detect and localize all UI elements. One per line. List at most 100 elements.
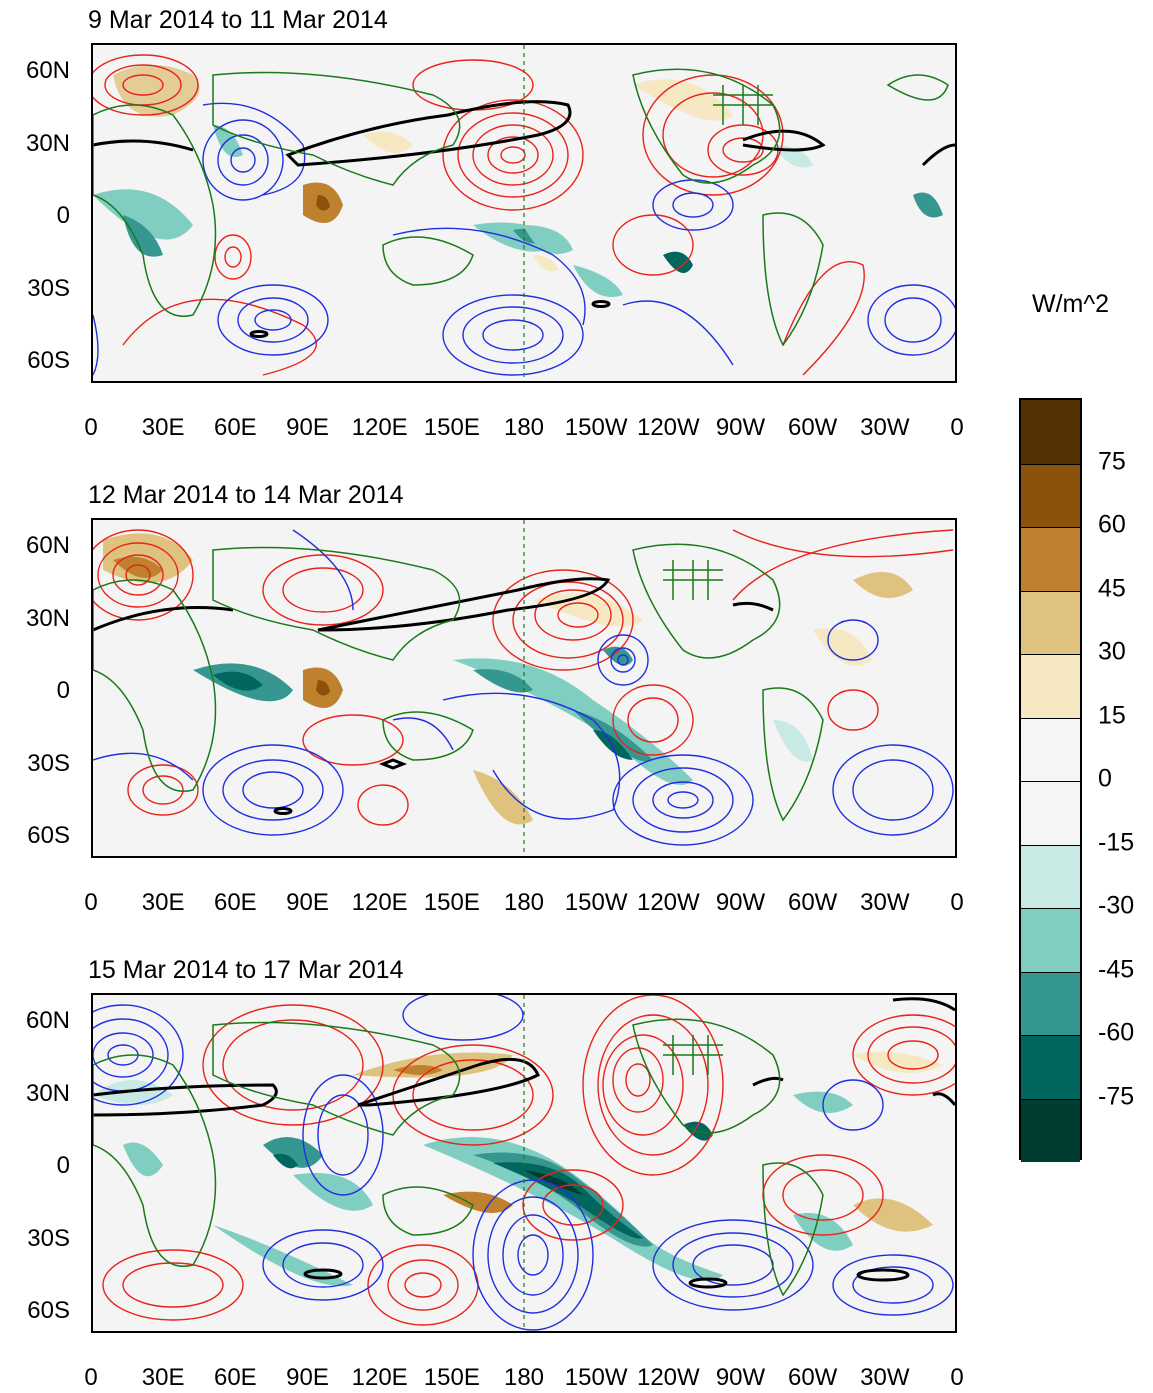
coastlines [93, 68, 949, 347]
colorbar-label: 75 [1098, 447, 1126, 475]
colorbar-swatch [1021, 527, 1080, 591]
lon-label: 0 [84, 1364, 98, 1391]
olr-anomaly-shading [103, 533, 913, 825]
lon-label: 30W [860, 889, 910, 916]
lon-label: 90W [715, 414, 766, 441]
lat-label: 60N [25, 1007, 70, 1034]
panel-title: 15 Mar 2014 to 17 Mar 2014 [88, 956, 404, 984]
colorbar-label: 30 [1098, 637, 1126, 666]
map-plot-area [91, 993, 957, 1333]
lon-label: 30E [141, 1364, 185, 1391]
lon-label: 60W [787, 1364, 838, 1391]
colorbar-swatch [1021, 654, 1080, 718]
colorbar-label: -30 [1098, 891, 1135, 920]
negative-contours [93, 529, 954, 846]
lon-label: 90W [715, 1364, 766, 1391]
lon-label: 180 [503, 889, 545, 916]
lat-label: 60S [27, 822, 70, 849]
lon-label: 0 [950, 889, 964, 916]
lon-label: 30W [860, 1364, 910, 1391]
colorbar-swatch [1021, 400, 1080, 464]
lon-label: 90E [286, 414, 329, 441]
lon-label: 0 [950, 1364, 964, 1391]
positive-contours [93, 529, 954, 826]
colorbar-swatch [1021, 1098, 1080, 1162]
lon-label: 60E [213, 414, 257, 441]
lon-label: 60E [213, 1364, 257, 1391]
map-graphic [93, 520, 954, 856]
lon-label: 60W [787, 889, 838, 916]
lon-label: 0 [950, 414, 964, 441]
lat-label: 30S [27, 1225, 70, 1252]
lat-label: 30N [25, 605, 70, 632]
colorbar-swatch [1021, 590, 1080, 654]
lat-label: 0 [56, 202, 70, 229]
lon-label: 150W [564, 414, 628, 441]
colorbar-swatch [1021, 844, 1080, 908]
positive-contours [93, 54, 865, 376]
lon-label: 150W [564, 1364, 628, 1391]
lat-label: 30S [27, 275, 70, 302]
lon-label: 0 [84, 889, 98, 916]
colorbar-swatch [1021, 1035, 1080, 1099]
lat-label: 30N [25, 130, 70, 157]
lat-label: 60S [27, 1297, 70, 1324]
coastlines [93, 543, 824, 822]
map-plot-area [91, 43, 957, 383]
map-graphic [93, 45, 955, 381]
colorbar-label: 0 [1098, 764, 1112, 793]
olr-anomaly-shading [93, 65, 943, 297]
lat-label: 30N [25, 1080, 70, 1107]
lon-label: 30E [141, 889, 185, 916]
lon-label: 120W [636, 414, 700, 441]
lon-label: 150E [423, 1364, 480, 1391]
colorbar-swatch [1021, 908, 1080, 972]
lon-label: 120W [636, 889, 700, 916]
colorbar-swatch [1021, 781, 1080, 845]
negative-contours [93, 995, 954, 1331]
lon-label: 30W [860, 414, 910, 441]
lat-label: 60N [25, 532, 70, 559]
lat-label: 60S [27, 347, 70, 374]
panel-title: 9 Mar 2014 to 11 Mar 2014 [88, 6, 388, 34]
lon-label: 30E [141, 414, 185, 441]
lon-label: 90W [715, 889, 766, 916]
panel-title: 12 Mar 2014 to 14 Mar 2014 [88, 481, 404, 509]
lon-label: 0 [84, 414, 98, 441]
lat-label: 60N [25, 57, 70, 84]
zero-contour [93, 100, 955, 338]
lon-label: 120E [351, 414, 408, 441]
lon-label: 180 [503, 1364, 545, 1391]
lon-label: 150E [423, 889, 480, 916]
map-graphic [93, 995, 955, 1331]
colorbar-swatch [1021, 717, 1080, 781]
lon-label: 120E [351, 889, 408, 916]
colorbar-label: -75 [1098, 1082, 1135, 1110]
colorbar [1019, 398, 1082, 1162]
colorbar-label: 15 [1098, 701, 1126, 729]
lon-label: 150W [564, 889, 628, 916]
colorbar-label: -60 [1098, 1018, 1135, 1047]
lon-label: 90E [286, 889, 329, 916]
lat-label: 30S [27, 750, 70, 777]
coastlines [93, 1018, 824, 1297]
lon-label: 90E [286, 1364, 329, 1391]
negative-contours [93, 102, 955, 376]
colorbar-swatch [1021, 463, 1080, 527]
lon-label: 60E [213, 889, 257, 916]
lon-label: 180 [503, 414, 545, 441]
lat-label: 0 [56, 677, 70, 704]
colorbar-units: W/m^2 [1032, 290, 1110, 318]
positive-contours [102, 995, 955, 1326]
lon-label: 150E [423, 414, 480, 441]
colorbar-swatch [1021, 971, 1080, 1035]
lon-label: 60W [787, 414, 838, 441]
colorbar-label: 45 [1098, 574, 1126, 602]
colorbar-label: -45 [1098, 955, 1135, 983]
lon-label: 120W [636, 1364, 700, 1391]
zero-contour [93, 577, 774, 815]
map-plot-area [91, 518, 957, 858]
colorbar-label: 60 [1098, 510, 1126, 539]
lon-label: 120E [351, 1364, 408, 1391]
colorbar-label: -15 [1098, 828, 1135, 856]
